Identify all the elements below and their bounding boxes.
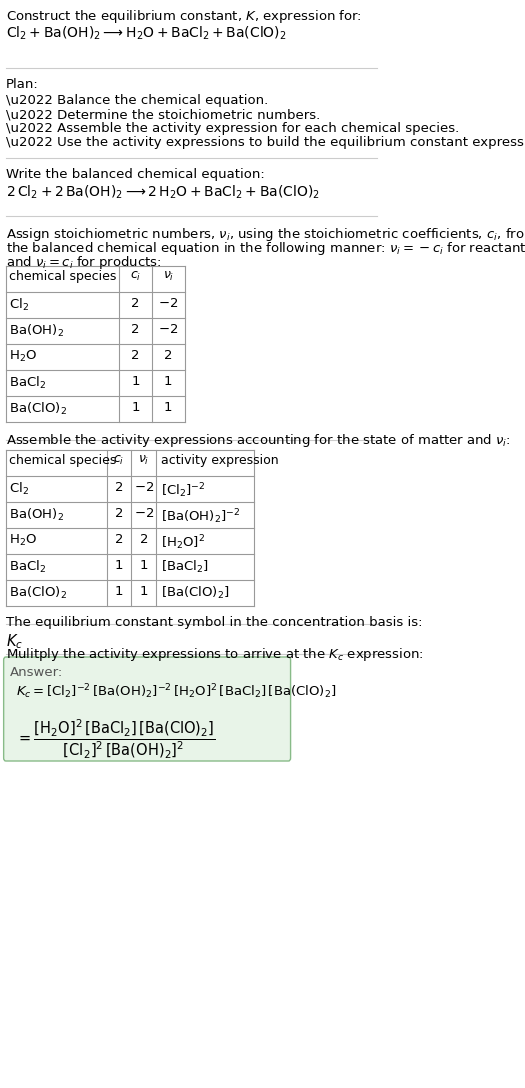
Text: Write the balanced chemical equation:: Write the balanced chemical equation: — [6, 168, 265, 181]
Text: $\mathrm{Cl_2}$: $\mathrm{Cl_2}$ — [9, 297, 29, 313]
Text: 2: 2 — [164, 349, 173, 362]
Text: The equilibrium constant symbol in the concentration basis is:: The equilibrium constant symbol in the c… — [6, 616, 422, 629]
Text: $[\mathrm{Ba(OH)_2}]^{-2}$: $[\mathrm{Ba(OH)_2}]^{-2}$ — [161, 507, 240, 526]
Text: Construct the equilibrium constant, $K$, expression for:: Construct the equilibrium constant, $K$,… — [6, 8, 362, 25]
Text: $c_i$: $c_i$ — [130, 270, 141, 283]
Text: Answer:: Answer: — [10, 666, 64, 679]
Text: 1: 1 — [115, 585, 123, 598]
Text: \u2022 Balance the chemical equation.: \u2022 Balance the chemical equation. — [6, 94, 268, 107]
Text: $= \dfrac{[\mathrm{H_2O}]^2\,[\mathrm{BaCl_2}]\,[\mathrm{Ba(ClO)_2}]}{[\mathrm{C: $= \dfrac{[\mathrm{H_2O}]^2\,[\mathrm{Ba… — [16, 718, 215, 762]
Text: and $\nu_i = c_i$ for products:: and $\nu_i = c_i$ for products: — [6, 254, 162, 271]
Text: $\mathrm{Ba(OH)_2}$: $\mathrm{Ba(OH)_2}$ — [9, 323, 64, 339]
Text: $\mathrm{Cl_2 + Ba(OH)_2 \longrightarrow H_2O + BaCl_2 + Ba(ClO)_2}$: $\mathrm{Cl_2 + Ba(OH)_2 \longrightarrow… — [6, 25, 287, 42]
Text: $[\mathrm{BaCl_2}]$: $[\mathrm{BaCl_2}]$ — [161, 559, 208, 576]
Text: chemical species: chemical species — [9, 270, 116, 283]
Text: 2: 2 — [131, 323, 140, 336]
Text: $\nu_i$: $\nu_i$ — [163, 270, 174, 283]
Text: $\mathrm{2\,Cl_2 + 2\,Ba(OH)_2 \longrightarrow 2\,H_2O + BaCl_2 + Ba(ClO)_2}$: $\mathrm{2\,Cl_2 + 2\,Ba(OH)_2 \longrigh… — [6, 184, 320, 201]
Text: 2: 2 — [115, 507, 123, 520]
Text: $\mathrm{BaCl_2}$: $\mathrm{BaCl_2}$ — [9, 375, 46, 391]
Text: $-2$: $-2$ — [134, 507, 154, 520]
Text: $[\mathrm{Cl_2}]^{-2}$: $[\mathrm{Cl_2}]^{-2}$ — [161, 481, 205, 499]
Text: $\mathrm{Ba(OH)_2}$: $\mathrm{Ba(OH)_2}$ — [9, 507, 64, 523]
Text: 2: 2 — [131, 297, 140, 310]
Text: $K_c$: $K_c$ — [6, 632, 23, 651]
Text: $\mathrm{H_2O}$: $\mathrm{H_2O}$ — [9, 533, 37, 548]
Text: \u2022 Assemble the activity expression for each chemical species.: \u2022 Assemble the activity expression … — [6, 122, 459, 135]
Text: Plan:: Plan: — [6, 78, 39, 91]
Text: Assemble the activity expressions accounting for the state of matter and $\nu_i$: Assemble the activity expressions accoun… — [6, 432, 510, 449]
Text: 1: 1 — [131, 375, 140, 388]
Text: 2: 2 — [115, 533, 123, 546]
Text: 2: 2 — [131, 349, 140, 362]
Text: the balanced chemical equation in the following manner: $\nu_i = -c_i$ for react: the balanced chemical equation in the fo… — [6, 240, 525, 257]
Text: \u2022 Determine the stoichiometric numbers.: \u2022 Determine the stoichiometric numb… — [6, 108, 320, 121]
Text: $-2$: $-2$ — [134, 481, 154, 494]
Text: Assign stoichiometric numbers, $\nu_i$, using the stoichiometric coefficients, $: Assign stoichiometric numbers, $\nu_i$, … — [6, 226, 525, 243]
Text: $\mathrm{BaCl_2}$: $\mathrm{BaCl_2}$ — [9, 559, 46, 576]
Text: 1: 1 — [115, 559, 123, 572]
Text: 2: 2 — [115, 481, 123, 494]
Text: 1: 1 — [164, 375, 173, 388]
Text: activity expression: activity expression — [161, 454, 278, 467]
Text: $-2$: $-2$ — [158, 323, 179, 336]
Text: $\mathrm{Cl_2}$: $\mathrm{Cl_2}$ — [9, 481, 29, 497]
Text: 1: 1 — [131, 401, 140, 415]
Text: $\mathrm{Ba(ClO)_2}$: $\mathrm{Ba(ClO)_2}$ — [9, 401, 67, 417]
Text: $\nu_i$: $\nu_i$ — [138, 454, 150, 467]
Text: \u2022 Use the activity expressions to build the equilibrium constant expression: \u2022 Use the activity expressions to b… — [6, 136, 525, 149]
Text: $c_i$: $c_i$ — [113, 454, 124, 467]
Text: Mulitply the activity expressions to arrive at the $K_c$ expression:: Mulitply the activity expressions to arr… — [6, 646, 424, 663]
Text: 1: 1 — [140, 559, 148, 572]
Text: $[\mathrm{H_2O}]^{2}$: $[\mathrm{H_2O}]^{2}$ — [161, 533, 205, 552]
Text: 1: 1 — [140, 585, 148, 598]
Text: $[\mathrm{Ba(ClO)_2}]$: $[\mathrm{Ba(ClO)_2}]$ — [161, 585, 229, 601]
FancyBboxPatch shape — [4, 657, 290, 761]
Text: $K_c = [\mathrm{Cl_2}]^{-2}\,[\mathrm{Ba(OH)_2}]^{-2}\,[\mathrm{H_2O}]^{2}\,[\ma: $K_c = [\mathrm{Cl_2}]^{-2}\,[\mathrm{Ba… — [16, 682, 337, 701]
Text: $-2$: $-2$ — [158, 297, 179, 310]
Text: $\mathrm{Ba(ClO)_2}$: $\mathrm{Ba(ClO)_2}$ — [9, 585, 67, 601]
Text: 2: 2 — [140, 533, 148, 546]
Text: $\mathrm{H_2O}$: $\mathrm{H_2O}$ — [9, 349, 37, 364]
Text: 1: 1 — [164, 401, 173, 415]
Text: chemical species: chemical species — [9, 454, 116, 467]
